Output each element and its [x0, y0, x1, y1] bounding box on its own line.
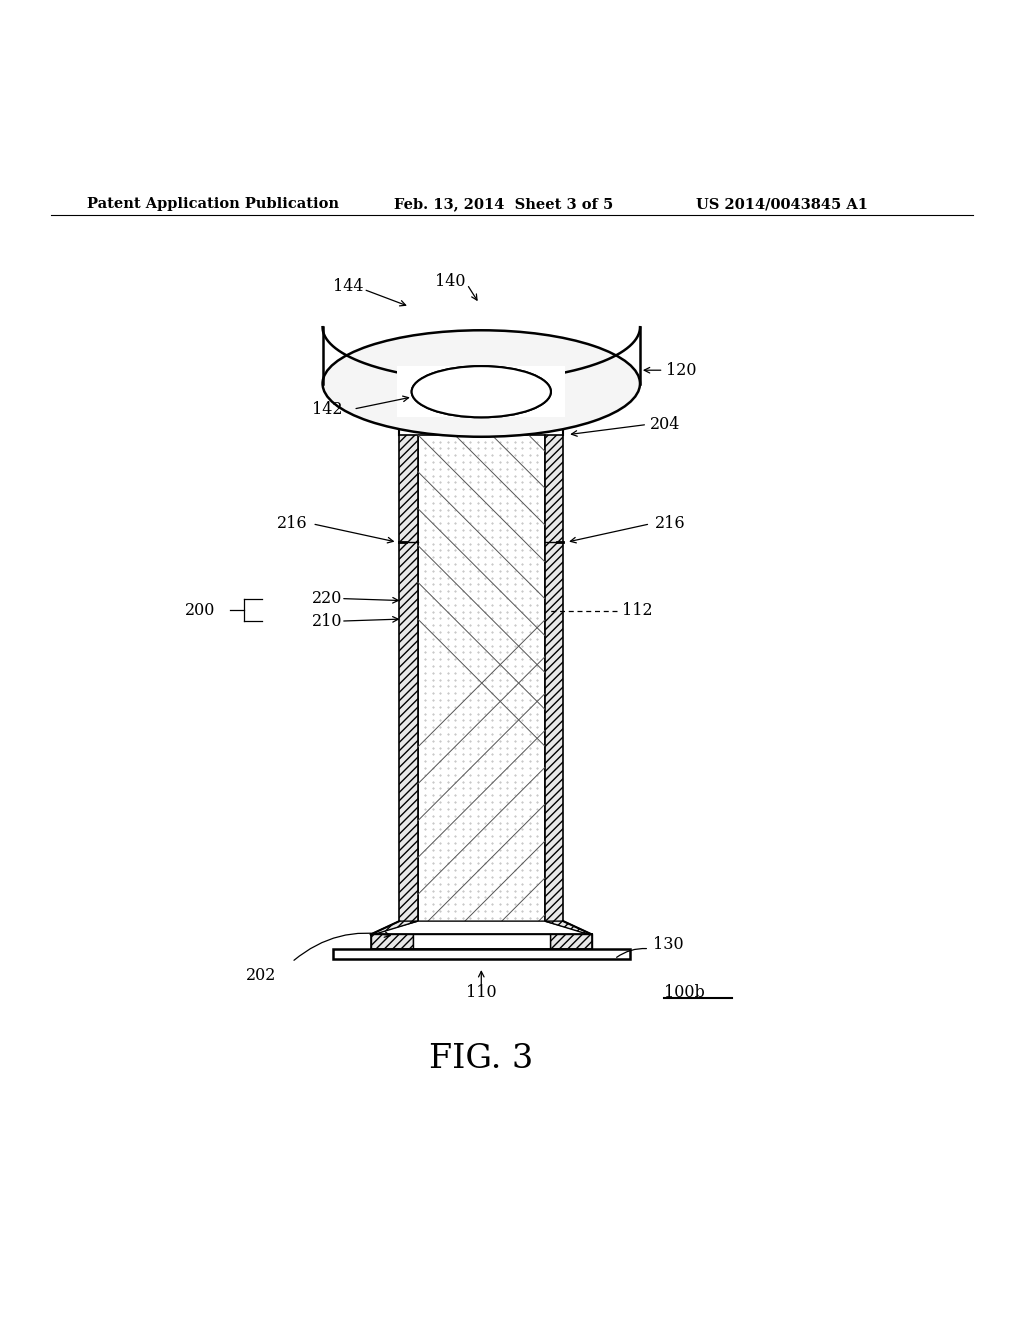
Text: US 2014/0043845 A1: US 2014/0043845 A1 — [696, 197, 868, 211]
Text: 130: 130 — [653, 936, 684, 953]
Bar — [371, 935, 413, 949]
Text: 204: 204 — [650, 416, 681, 433]
Text: 210: 210 — [312, 612, 343, 630]
Bar — [399, 434, 418, 932]
Text: Patent Application Publication: Patent Application Publication — [87, 197, 339, 211]
Text: 142: 142 — [312, 401, 343, 417]
Text: Feb. 13, 2014  Sheet 3 of 5: Feb. 13, 2014 Sheet 3 of 5 — [394, 197, 613, 211]
Text: 144: 144 — [333, 277, 364, 294]
Bar — [397, 366, 565, 417]
Text: 220: 220 — [312, 590, 343, 607]
Bar — [550, 935, 592, 949]
Text: FIG. 3: FIG. 3 — [429, 1043, 534, 1074]
Text: 200: 200 — [184, 602, 215, 619]
Polygon shape — [371, 921, 592, 935]
Text: 140: 140 — [435, 273, 466, 289]
Ellipse shape — [412, 366, 551, 417]
Bar — [333, 949, 630, 960]
Text: 202: 202 — [246, 966, 276, 983]
Text: 110: 110 — [466, 985, 497, 1002]
Polygon shape — [371, 921, 418, 936]
Text: 100b: 100b — [664, 985, 705, 1002]
Polygon shape — [545, 921, 592, 936]
Text: 216: 216 — [276, 515, 307, 532]
Bar — [413, 935, 550, 949]
Text: 120: 120 — [666, 362, 696, 379]
Ellipse shape — [412, 366, 551, 417]
Ellipse shape — [323, 330, 640, 437]
Text: 216: 216 — [655, 515, 686, 532]
Bar — [545, 434, 563, 932]
Bar — [418, 434, 545, 932]
Text: 112: 112 — [622, 602, 652, 619]
